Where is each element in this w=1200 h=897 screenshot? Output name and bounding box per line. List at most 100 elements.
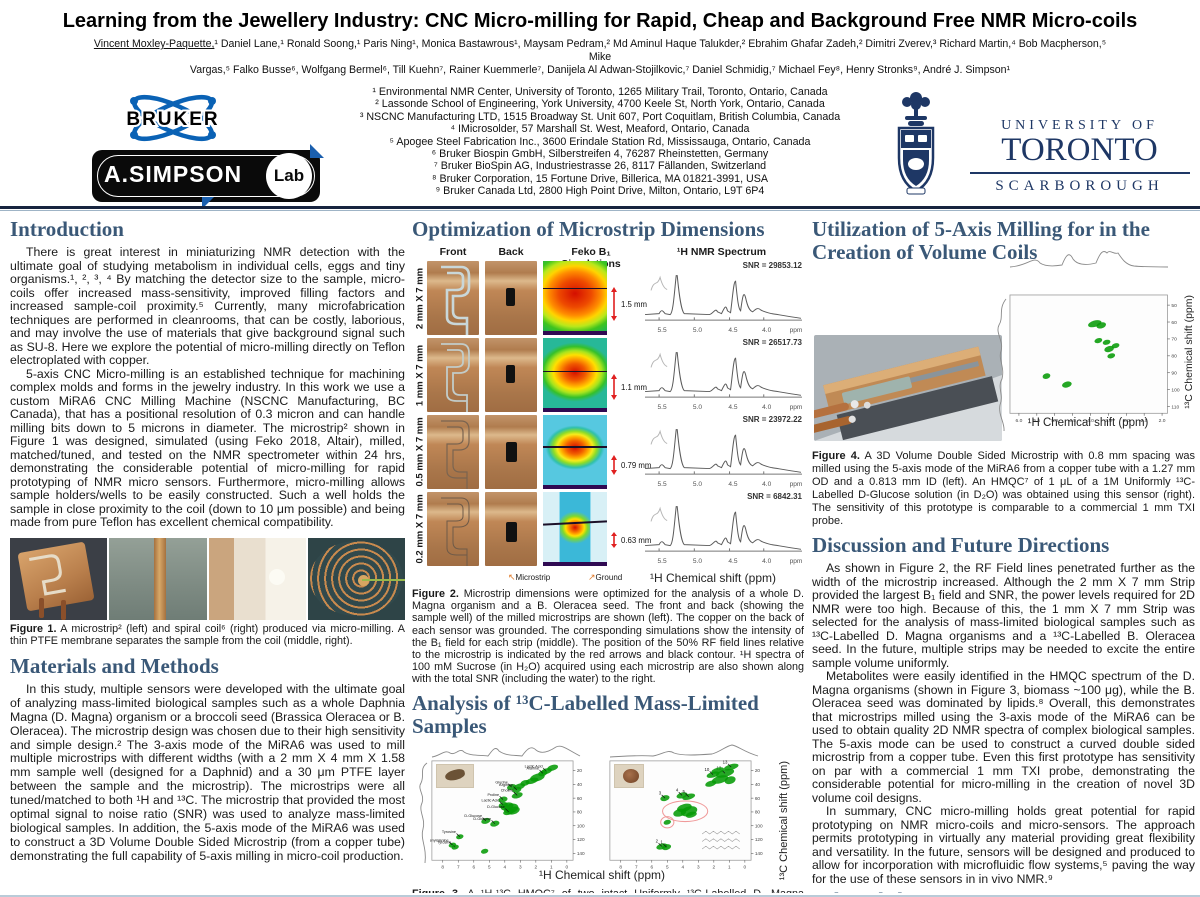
svg-text:5.0: 5.0 bbox=[1051, 418, 1058, 424]
b1-simulation: 1.1 mm bbox=[543, 338, 647, 414]
uoft-wordmark: TORONTO bbox=[1001, 132, 1158, 168]
affiliation-line: ⁵ Apogee Steel Fabrication Inc., 3600 Er… bbox=[389, 135, 811, 148]
back-photo bbox=[485, 415, 537, 489]
column-right: Utilization of 5-Axis Milling for in the… bbox=[812, 214, 1195, 894]
svg-text:4.5: 4.5 bbox=[1069, 418, 1076, 424]
back-photo bbox=[485, 338, 537, 412]
svg-text:4: 4 bbox=[503, 864, 506, 869]
figure3: Lactic Acid Alanine Glycine Arginine Choline… bbox=[412, 743, 804, 885]
daphnia-inset-photo bbox=[436, 763, 474, 788]
svg-text:80: 80 bbox=[577, 809, 583, 814]
first-author: Vincent Moxley-Paquette, bbox=[93, 38, 215, 50]
affiliation-line: ² Lassonde School of Engineering, York U… bbox=[375, 98, 825, 111]
affiliation-line: ⁷ Bruker BioSpin AG, Industriestrasse 26… bbox=[433, 160, 767, 173]
orange-arrow-icon: ↖ bbox=[508, 572, 516, 582]
figure2-caption: Figure 2. Microstrip dimensions were opt… bbox=[412, 588, 804, 686]
figure3-caption: Figure 3. A ¹H-¹³C HMQC⁷ of two intact U… bbox=[412, 888, 804, 893]
figure1-closeup-photo bbox=[109, 537, 207, 620]
svg-text:D-Glucose: D-Glucose bbox=[487, 805, 505, 809]
nmr-spectrum: SNR = 23972.22 5.5 5.0 4.5 4.0 ppm bbox=[643, 415, 804, 491]
milled-strip bbox=[153, 537, 166, 620]
snr-value: SNR = 23972.22 bbox=[742, 415, 802, 424]
svg-text:D-Glucose: D-Glucose bbox=[473, 817, 491, 821]
affiliation-line: ¹ Environmental NMR Center, University o… bbox=[372, 86, 828, 98]
authors-line1: ¹ Daniel Lane,¹ Ronald Soong,¹ Paris Nin… bbox=[214, 38, 1107, 63]
svg-text:0: 0 bbox=[566, 864, 569, 869]
hmqc-plot-glucose: 6.0 5.5 5.0 4.5 4.0 3.5 3.0 2.5 2.0 50 60 70 80 90 100… bbox=[1009, 294, 1180, 424]
top-projection-trace bbox=[609, 744, 759, 758]
column-left: Introduction There is great interest in … bbox=[10, 214, 405, 893]
svg-text:7: 7 bbox=[457, 864, 460, 869]
analysis-heading: Analysis of ¹³C-Labelled Mass-Limited Sa… bbox=[412, 690, 759, 738]
discussion-heading: Discussion and Future Directions bbox=[812, 533, 1110, 557]
affiliation-line: ⁸ Bruker Corporation, 15 Fortune Drive, … bbox=[432, 172, 768, 185]
back-photo bbox=[485, 492, 537, 566]
svg-text:4.0: 4.0 bbox=[1087, 418, 1094, 424]
orange-arrow-icon: ↗ bbox=[588, 572, 596, 582]
svg-text:Lactic Acid: Lactic Acid bbox=[482, 798, 500, 802]
volume-heading: Utilization of 5-Axis Milling for in the… bbox=[812, 217, 1150, 264]
nmr-spectrum: SNR = 29853.12 5.5 5.0 4.5 4.0 ppm bbox=[643, 261, 804, 337]
b1-simulation: 1.5 mm bbox=[543, 261, 647, 337]
b1-simulation: 0.79 mm bbox=[543, 415, 651, 491]
row-label: 1 mm X 7 mm bbox=[414, 344, 426, 407]
microstrip-chip bbox=[17, 541, 95, 612]
svg-text:8: 8 bbox=[619, 864, 622, 869]
uoft-crest-icon bbox=[893, 88, 939, 198]
field-map bbox=[543, 261, 607, 335]
svg-text:50: 50 bbox=[1171, 303, 1177, 309]
spectrum-ticks: 5.5 5.0 4.5 4.0 ppm bbox=[657, 558, 803, 565]
svg-text:100: 100 bbox=[755, 823, 763, 828]
svg-text:80: 80 bbox=[755, 809, 761, 814]
figure4-caption: Figure 4. A 3D Volume Double Sided Micro… bbox=[812, 450, 1195, 527]
discussion-paragraph-1: As shown in Figure 2, the RF Field lines… bbox=[812, 561, 1195, 670]
svg-text:40: 40 bbox=[577, 782, 583, 787]
svg-text:3: 3 bbox=[659, 790, 662, 795]
svg-text:Tyrosine: Tyrosine bbox=[442, 830, 456, 834]
hmqc-plot-seed: 1312103452187654321020406080100120140 bbox=[608, 758, 768, 879]
field-map bbox=[543, 415, 607, 489]
figure1-caption: Figure 1. A microstrip² (left) and spira… bbox=[10, 622, 405, 647]
bruker-atom-icon: BRUKER bbox=[124, 94, 220, 142]
svg-text:60: 60 bbox=[577, 795, 583, 800]
affiliation-line: ⁴ IMicrosolder, 57 Marshall St. West, Me… bbox=[450, 123, 750, 136]
figure4-yaxis-label: ¹³C Chemical shift (ppm) bbox=[1183, 295, 1195, 409]
figure3-yaxis-label: ¹³C Chemical shift (ppm) bbox=[778, 760, 790, 880]
field-measure: 1.5 mm bbox=[609, 287, 647, 321]
figure2-column-headers: Front Back Feko B₁ Simulations ¹H NMR Sp… bbox=[412, 246, 804, 270]
svg-text:Choline: Choline bbox=[501, 788, 514, 792]
svg-text:140: 140 bbox=[577, 851, 585, 856]
field-core bbox=[559, 492, 591, 566]
sample-well bbox=[506, 288, 515, 306]
figure1-microstrip-photo bbox=[10, 537, 108, 620]
nmr-spectrum: SNR = 6842.31 5.5 5.0 4.5 4.0 ppm bbox=[643, 492, 804, 568]
svg-text:5: 5 bbox=[666, 864, 669, 869]
optimization-heading: Optimization of Microstrip Dimensions bbox=[412, 217, 765, 241]
pin bbox=[60, 599, 66, 620]
front-photo bbox=[427, 338, 479, 412]
affiliation-line: ⁹ Bruker Canada Ltd, 2800 High Point Dri… bbox=[435, 185, 765, 198]
svg-text:20: 20 bbox=[755, 768, 761, 773]
left-projection-trace bbox=[997, 298, 1007, 432]
svg-text:2: 2 bbox=[656, 838, 659, 843]
microstrip-contour bbox=[543, 446, 607, 448]
svg-text:7: 7 bbox=[635, 864, 638, 869]
figure2-xaxis-label: ¹H Chemical shift (ppm) bbox=[649, 571, 777, 585]
svg-text:Proline: Proline bbox=[487, 792, 499, 796]
row-label: 0.2 mm X 7 mm bbox=[414, 494, 426, 564]
figure4-xaxis-label: ¹H Chemical shift (ppm) bbox=[1027, 417, 1149, 429]
svg-text:13: 13 bbox=[723, 759, 728, 764]
bruker-logo: BRUKER bbox=[118, 88, 228, 148]
svg-text:8: 8 bbox=[441, 864, 444, 869]
svg-text:Glycine: Glycine bbox=[495, 780, 508, 784]
simpson-lab-border bbox=[97, 155, 315, 197]
b1-simulation: 0.63 mm bbox=[543, 492, 651, 568]
svg-text:1: 1 bbox=[660, 839, 663, 844]
authors-line2: Vargas,⁵ Falko Busse⁶, Wolfgang Bermel⁶,… bbox=[189, 64, 1011, 76]
snr-value: SNR = 26517.73 bbox=[742, 338, 802, 347]
simpson-lab-text: A.SIMPSON bbox=[104, 161, 243, 187]
svg-text:120: 120 bbox=[755, 837, 763, 842]
affiliation-line: ³ NSCNC Manufacturing LTD, 1515 Broadway… bbox=[359, 110, 841, 123]
microstrip-contour bbox=[543, 287, 607, 290]
svg-text:110: 110 bbox=[1171, 404, 1179, 410]
